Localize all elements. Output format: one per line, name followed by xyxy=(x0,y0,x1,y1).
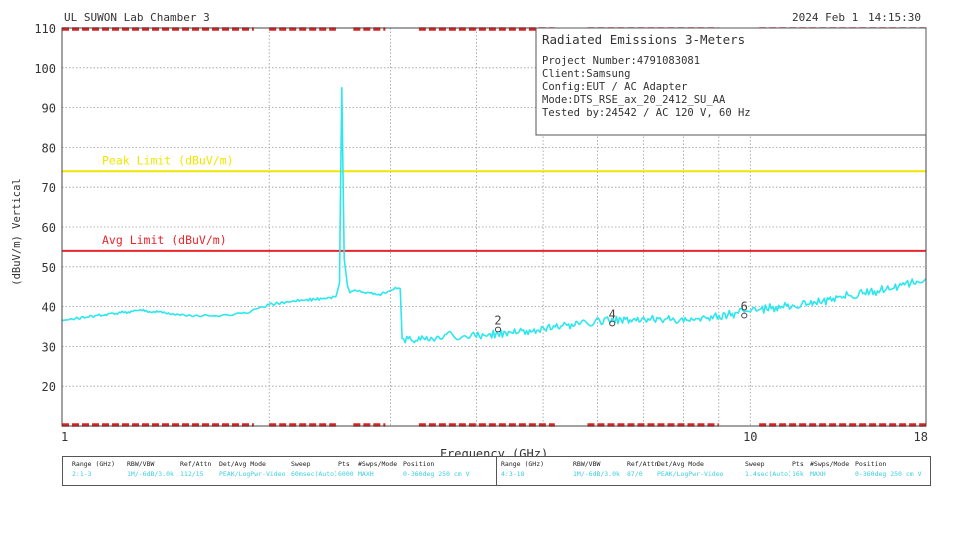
val-ref: 87/0 xyxy=(627,470,643,478)
y-tick-label: 80 xyxy=(42,141,56,155)
marker-symbol xyxy=(609,320,616,327)
x-tick-label: 18 xyxy=(914,430,928,444)
limit-label: Avg Limit (dBuV/m) xyxy=(102,233,227,247)
col-det: Det/Avg Mode xyxy=(219,460,266,468)
col-position: Position xyxy=(855,460,887,468)
marker-number: 4 xyxy=(609,308,616,322)
info-title: Radiated Emissions 3-Meters xyxy=(542,32,745,47)
marker-layer: 2 4 6 xyxy=(494,300,748,333)
val-position: 0-360deg 250 cm V xyxy=(855,470,922,478)
val-rbw: 1M/-6dB/3.0k xyxy=(573,470,620,478)
emission-trace xyxy=(61,86,927,344)
info-config: Config:EUT / AC Adapter xyxy=(542,81,687,93)
info-tested-by: Tested by:24542 / AC 120 V, 60 Hz xyxy=(542,107,751,119)
y-tick-label: 60 xyxy=(42,221,56,235)
y-tick-label: 90 xyxy=(42,102,56,116)
y-tick-label: 40 xyxy=(42,301,56,315)
y-tick-label: 110 xyxy=(34,22,56,36)
marker-number: 2 xyxy=(494,314,501,328)
x-tick-label: 1 xyxy=(61,430,68,444)
val-pts: 16k xyxy=(792,470,804,478)
val-det: PEAK/LogPwr-Video xyxy=(657,470,724,478)
plot-frame xyxy=(61,27,927,427)
val-swps: MAXH xyxy=(810,470,826,478)
col-rbw: RBW/VBW xyxy=(573,460,601,468)
val-range: 4:3-18 xyxy=(501,470,525,478)
info-mode: Mode:DTS_RSE_ax_20_2412_SU_AA xyxy=(542,94,726,106)
info-client: Client:Samsung xyxy=(542,68,631,80)
y-tick-label: 30 xyxy=(42,340,56,354)
col-ref: Ref/Attn xyxy=(180,460,212,468)
marker-symbol xyxy=(494,326,502,333)
col-position: Position xyxy=(403,460,435,468)
col-range: Range (GHz) xyxy=(72,460,116,468)
val-pts: 6000 xyxy=(338,470,354,478)
val-sweep: 1.4sec(Auto) xyxy=(745,470,790,478)
col-range: Range (GHz) xyxy=(501,460,545,468)
y-tick-label: 70 xyxy=(42,181,56,195)
y-axis-label: (dBuV/m) Vertical xyxy=(11,178,23,285)
y-tick-label: 100 xyxy=(34,62,56,76)
limit-label: Peak Limit (dBuV/m) xyxy=(102,153,234,167)
col-sweep: Sweep xyxy=(291,460,311,468)
col-swps: #Swps/Mode xyxy=(810,460,850,468)
marker-symbol xyxy=(741,312,748,319)
sweep-settings-panel: Range (GHz) RBW/VBW Ref/Attn Det/Avg Mod… xyxy=(62,456,931,486)
limit-lines: Peak Limit (dBuV/m) Avg Limit (dBuV/m) xyxy=(62,153,926,252)
info-box: Radiated Emissions 3-Meters Project Numb… xyxy=(535,27,927,136)
header-date: 2024 Feb 1 xyxy=(792,11,858,24)
col-ref: Ref/Attn xyxy=(627,460,659,468)
marker-number: 6 xyxy=(741,300,748,314)
val-swps: MAXH xyxy=(358,470,374,478)
val-det: PEAK/LogPwr-Video xyxy=(219,470,286,478)
settings-table-2: Range (GHz) RBW/VBW Ref/Attn Det/Avg Mod… xyxy=(497,457,930,485)
val-rbw: 1M/-6dB/3.0k xyxy=(127,470,174,478)
val-sweep: 60msec(Auto) xyxy=(291,470,336,478)
lab-title: UL SUWON Lab Chamber 3 xyxy=(64,11,210,24)
col-swps: #Swps/Mode xyxy=(358,460,398,468)
header-time: 14:15:30 xyxy=(868,11,921,24)
x-tick-label: 10 xyxy=(743,430,757,444)
col-pts: Pts xyxy=(338,460,350,468)
col-sweep: Sweep xyxy=(745,460,765,468)
col-rbw: RBW/VBW xyxy=(127,460,155,468)
col-pts: Pts xyxy=(792,460,804,468)
grid xyxy=(62,28,926,426)
val-ref: 112/15 xyxy=(180,470,204,478)
y-tick-label: 20 xyxy=(42,380,56,394)
val-range: 2:1-3 xyxy=(72,470,92,478)
col-det: Det/Avg Mode xyxy=(657,460,704,468)
val-position: 0-360deg 250 cm V xyxy=(403,470,470,478)
info-project: Project Number:4791083081 xyxy=(542,55,700,67)
y-tick-label: 50 xyxy=(42,261,56,275)
settings-table-1: Range (GHz) RBW/VBW Ref/Attn Det/Avg Mod… xyxy=(63,457,497,485)
trace-layer xyxy=(61,86,927,344)
info-box-frame xyxy=(535,27,927,136)
